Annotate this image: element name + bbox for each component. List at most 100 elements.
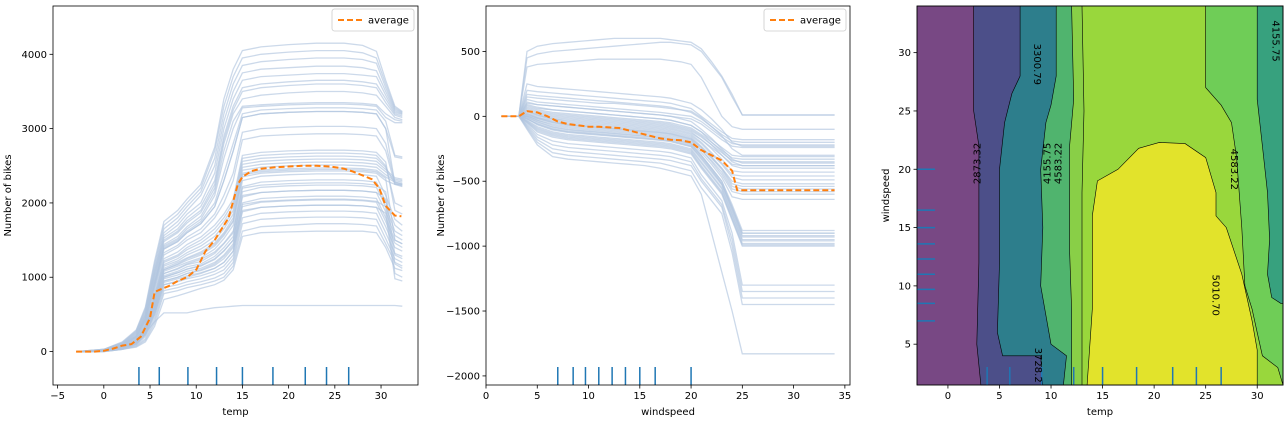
plot-frame: [52, 5, 419, 386]
y-tick-label: 5: [905, 340, 911, 351]
x-tick-label: 35: [839, 391, 852, 402]
contour-label: 4155.75: [1269, 20, 1280, 61]
x-tick-label: 30: [1251, 391, 1264, 402]
legend-box: [331, 8, 415, 32]
ice-line: [501, 101, 835, 149]
y-tick-label: 20: [898, 165, 911, 176]
x-tick-label: 15: [236, 391, 249, 402]
ice-line: [501, 115, 835, 286]
ice-line: [76, 189, 403, 353]
contour-label: 4155.75: [1042, 143, 1053, 184]
average-line: [76, 164, 402, 353]
x-axis-label: temp: [222, 407, 248, 418]
x-tick-label: 10: [582, 391, 595, 402]
contour-label: 4583.22: [1228, 149, 1239, 190]
x-tick-label: 25: [1199, 391, 1212, 402]
ice-line: [501, 93, 835, 143]
rug: [917, 168, 1222, 385]
x-tick-label: 20: [685, 391, 698, 402]
contour-label: 4583.22: [1054, 143, 1065, 184]
contour-label: 3300.79: [1031, 44, 1042, 85]
ice-line: [76, 216, 403, 353]
legend: average: [763, 8, 847, 32]
x-tick-label: 10: [1045, 391, 1058, 402]
ice-line: [501, 115, 835, 246]
ice-line: [501, 115, 835, 293]
ice-line: [501, 96, 835, 156]
x-tick-label: 10: [190, 391, 203, 402]
ice-line: [501, 115, 835, 242]
y-tick-label: 500: [461, 47, 480, 58]
y-tick-label: 25: [898, 106, 911, 117]
ice-line: [501, 37, 835, 117]
ice-line: [501, 115, 835, 193]
ice-line: [76, 110, 403, 353]
ice-line: [501, 110, 835, 181]
ice-line: [501, 106, 835, 160]
y-axis-label: windspeed: [881, 169, 892, 223]
x-tick-label: 5: [996, 391, 1002, 402]
contour-band: [1086, 142, 1258, 386]
y-tick-label: 10: [898, 281, 911, 292]
x-tick-label: 30: [787, 391, 800, 402]
ice-line: [501, 107, 835, 169]
pdp-panel-windspeed: 0 5 10 15 20 25 30 35 −2000 −1500 −1000 −500 0 500 win…: [436, 5, 852, 418]
y-tick-label: −2000: [446, 371, 480, 382]
plot-frame: [485, 5, 851, 386]
x-axis-label: windspeed: [641, 407, 695, 418]
x-axis-label: temp: [1087, 407, 1113, 418]
ice-line: [501, 115, 835, 306]
pdp-panel-temp: −5 0 5 10 15 20 25 30 0 1000 2000 3000 4000 temp Numbe…: [3, 5, 419, 418]
y-tick-label: 4000: [22, 50, 47, 61]
ice-line: [76, 230, 403, 353]
ice-line: [501, 115, 835, 201]
y-tick-label: 0: [41, 347, 47, 358]
ice-line: [76, 182, 403, 353]
x-tick-label: 0: [945, 391, 951, 402]
y-tick-label: 1000: [22, 273, 47, 284]
y-axis-label: Number of bikes: [436, 154, 447, 236]
x-tick-label: 5: [534, 391, 540, 402]
x-tick-label: 0: [483, 391, 489, 402]
contour-fills: [916, 5, 1284, 386]
legend-label: average: [800, 16, 841, 27]
ice-line: [501, 109, 835, 163]
ice-line: [501, 58, 835, 130]
x-tick-label: 25: [328, 391, 341, 402]
y-tick-label: −1000: [446, 242, 480, 253]
ice-line: [76, 42, 403, 353]
y-tick-label: −500: [453, 177, 480, 188]
x-tick-label: 15: [633, 391, 646, 402]
ice-line: [501, 98, 835, 146]
x-tick-label: 15: [1096, 391, 1109, 402]
contour-label: 5010.70: [1210, 275, 1221, 316]
contour-label: 3728.2: [1032, 348, 1043, 383]
y-tick-label: 30: [898, 48, 911, 59]
ice-line: [76, 210, 403, 353]
ice-line: [501, 103, 835, 158]
legend-label: average: [368, 16, 409, 27]
y-tick-label: 15: [898, 223, 911, 234]
legend: average: [331, 8, 415, 32]
ice-line: [501, 89, 835, 141]
ice-line: [501, 115, 835, 355]
ice-line: [76, 198, 403, 353]
plot-area: [501, 37, 835, 385]
ice-line: [76, 189, 403, 353]
y-tick-label: 3000: [22, 124, 47, 135]
y-tick-label: 0: [474, 112, 480, 123]
y-tick-label: 2000: [22, 198, 47, 209]
ice-line: [501, 41, 835, 117]
contour-label: 2873.32: [972, 143, 983, 184]
y-axis-label: Number of bikes: [3, 154, 14, 236]
ice-line: [76, 204, 403, 353]
x-tick-label: 20: [1148, 391, 1161, 402]
x-tick-label: 25: [736, 391, 749, 402]
legend-box: [763, 8, 847, 32]
y-tick-label: −1500: [446, 307, 480, 318]
x-tick-label: 5: [147, 391, 153, 402]
x-tick-label: 0: [101, 391, 107, 402]
